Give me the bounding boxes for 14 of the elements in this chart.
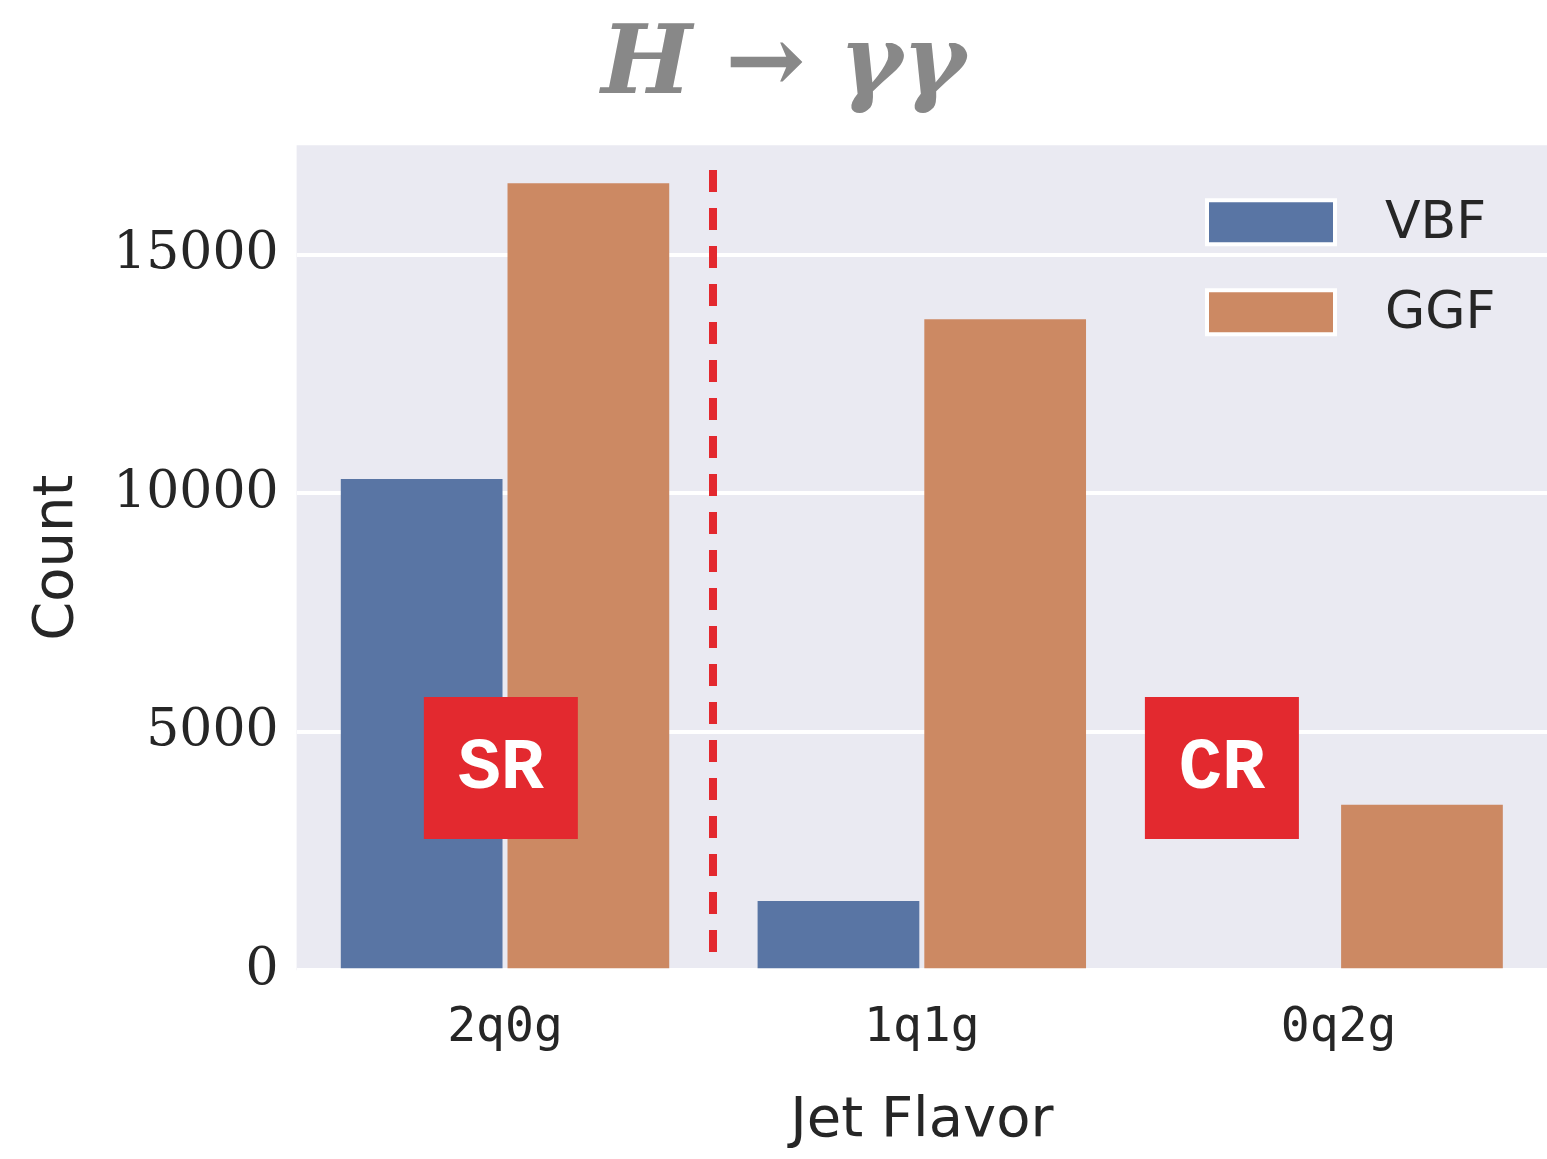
y-tick-label: 10000 [113,458,279,519]
legend-label: VBF [1385,189,1487,250]
annotation: CR [1178,728,1266,811]
y-tick-label: 5000 [146,697,279,758]
x-tick-label: 1q1g [864,996,980,1053]
x-axis-title: Jet Flavor [787,1083,1055,1149]
annotation: SR [457,728,545,811]
y-tick-label: 0 [245,935,279,996]
x-tick-label: 2q0g [447,996,563,1053]
y-tick-label: 15000 [113,220,279,281]
x-tick-label: 0q2g [1280,996,1397,1053]
legend-label: GGF [1385,279,1496,340]
chart-title: H → γγ [598,2,971,116]
y-axis-title: Count [20,474,86,641]
